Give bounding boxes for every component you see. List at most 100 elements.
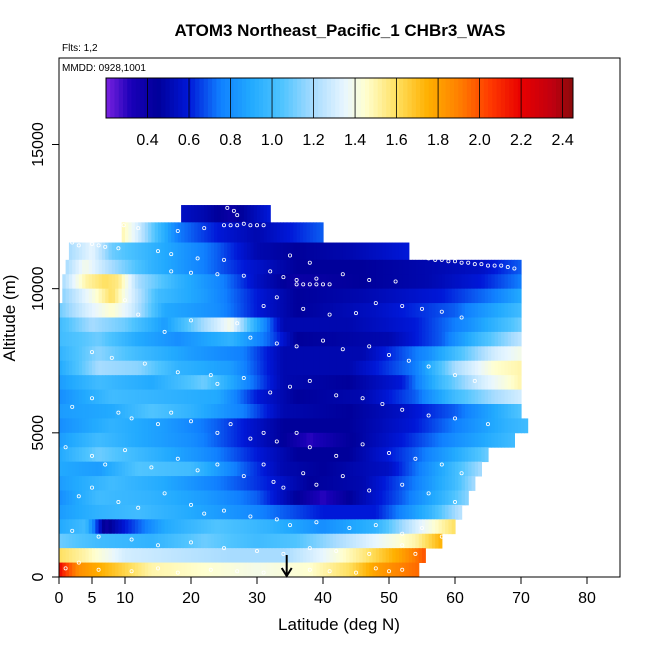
heatmap-cell: [263, 404, 268, 419]
heatmap-cell: [68, 303, 73, 318]
heatmap-cell: [464, 288, 469, 304]
sample-marker: [188, 502, 193, 507]
heatmap-cell: [356, 375, 360, 390]
heatmap-cell: [197, 418, 202, 434]
heatmap-cell: [82, 476, 86, 491]
heatmap-cell: [283, 331, 288, 347]
heatmap-cell: [408, 533, 413, 549]
heatmap-cell: [286, 303, 291, 318]
sample-marker: [228, 422, 233, 427]
heatmap-cell: [98, 274, 103, 290]
heatmap-cell: [408, 461, 413, 477]
heatmap-cell: [375, 288, 380, 304]
heatmap-cell: [59, 476, 63, 491]
heatmap-cell: [105, 242, 110, 261]
heatmap-cell: [372, 404, 377, 419]
heatmap-cell: [250, 432, 255, 448]
heatmap-cell: [158, 504, 162, 520]
heatmap-cell: [488, 404, 492, 419]
colorbar-swatch: [122, 78, 128, 118]
heatmap-cell: [283, 346, 288, 362]
heatmap-cell: [207, 274, 212, 290]
heatmap-cell: [280, 317, 284, 333]
heatmap-cell: [435, 259, 440, 275]
heatmap-cell: [144, 389, 149, 405]
heatmap-cell: [85, 432, 90, 448]
heatmap-cell: [461, 432, 466, 448]
heatmap-cell: [204, 504, 209, 520]
heatmap-cell: [131, 346, 136, 362]
heatmap-cell: [148, 447, 152, 463]
heatmap-cell: [68, 476, 73, 491]
heatmap-cell: [158, 562, 162, 577]
heatmap-cell: [181, 274, 185, 290]
heatmap-cell: [323, 303, 327, 318]
heatmap-cell: [197, 504, 202, 520]
heatmap-cell: [72, 533, 77, 549]
heatmap-cell: [220, 360, 225, 376]
heatmap-cell: [233, 317, 238, 333]
heatmap-cell: [75, 274, 80, 290]
heatmap-cell: [151, 418, 156, 434]
heatmap-cell: [507, 375, 512, 390]
heatmap-cell: [339, 461, 344, 477]
heatmap-cell: [464, 490, 469, 506]
colorbar-swatch: [377, 78, 383, 118]
heatmap-cell: [125, 331, 129, 347]
heatmap-cell: [418, 490, 423, 506]
heatmap-cell: [303, 346, 308, 362]
sample-marker: [221, 508, 226, 513]
colorbar-swatch: [411, 78, 417, 118]
heatmap-cell: [148, 476, 152, 491]
heatmap-cell: [359, 548, 364, 563]
heatmap-cell: [389, 432, 393, 448]
heatmap-cell: [174, 562, 179, 577]
heatmap-cell: [247, 476, 251, 491]
heatmap-cell: [455, 404, 459, 419]
heatmap-cell: [389, 389, 393, 405]
heatmap-cell: [250, 375, 255, 390]
heatmap-cell: [319, 490, 324, 506]
heatmap-cell: [405, 317, 410, 333]
heatmap-cell: [92, 447, 96, 463]
heatmap-cell: [488, 360, 492, 376]
heatmap-cell: [365, 504, 370, 520]
heatmap-cell: [431, 418, 436, 434]
heatmap-cell: [379, 259, 383, 275]
sample-marker: [294, 344, 299, 349]
heatmap-cell: [98, 418, 103, 434]
colorbar-swatch: [169, 78, 175, 118]
heatmap-cell: [326, 389, 331, 405]
heatmap-cell: [260, 222, 265, 243]
heatmap-cell: [224, 461, 228, 477]
heatmap-cell: [134, 447, 139, 463]
heatmap-cell: [200, 461, 205, 477]
heatmap-cell: [313, 548, 317, 563]
heatmap-cell: [92, 490, 96, 506]
heatmap-cell: [352, 303, 357, 318]
heatmap-cell: [59, 548, 63, 563]
heatmap-cell: [296, 375, 301, 390]
colorbar-swatch: [458, 78, 464, 118]
heatmap-cell: [125, 562, 129, 577]
heatmap-cell: [501, 317, 506, 333]
heatmap-cell: [395, 562, 400, 577]
heatmap-cell: [316, 259, 321, 275]
heatmap-cell: [260, 259, 265, 275]
heatmap-cell: [171, 490, 176, 506]
heatmap-cell: [349, 346, 354, 362]
heatmap-cell: [207, 389, 212, 405]
heatmap-cell: [95, 360, 100, 376]
heatmap-cell: [418, 331, 423, 347]
heatmap-cell: [356, 331, 360, 347]
heatmap-cell: [151, 303, 156, 318]
heatmap-cell: [194, 259, 199, 275]
heatmap-cell: [105, 519, 110, 535]
heatmap-cell: [286, 222, 291, 243]
heatmap-cell: [316, 548, 321, 563]
heatmap-cell: [210, 404, 215, 419]
heatmap-cell: [286, 562, 291, 577]
heatmap-cell: [207, 447, 212, 463]
heatmap-cell: [92, 533, 96, 549]
heatmap-cell: [164, 404, 169, 419]
